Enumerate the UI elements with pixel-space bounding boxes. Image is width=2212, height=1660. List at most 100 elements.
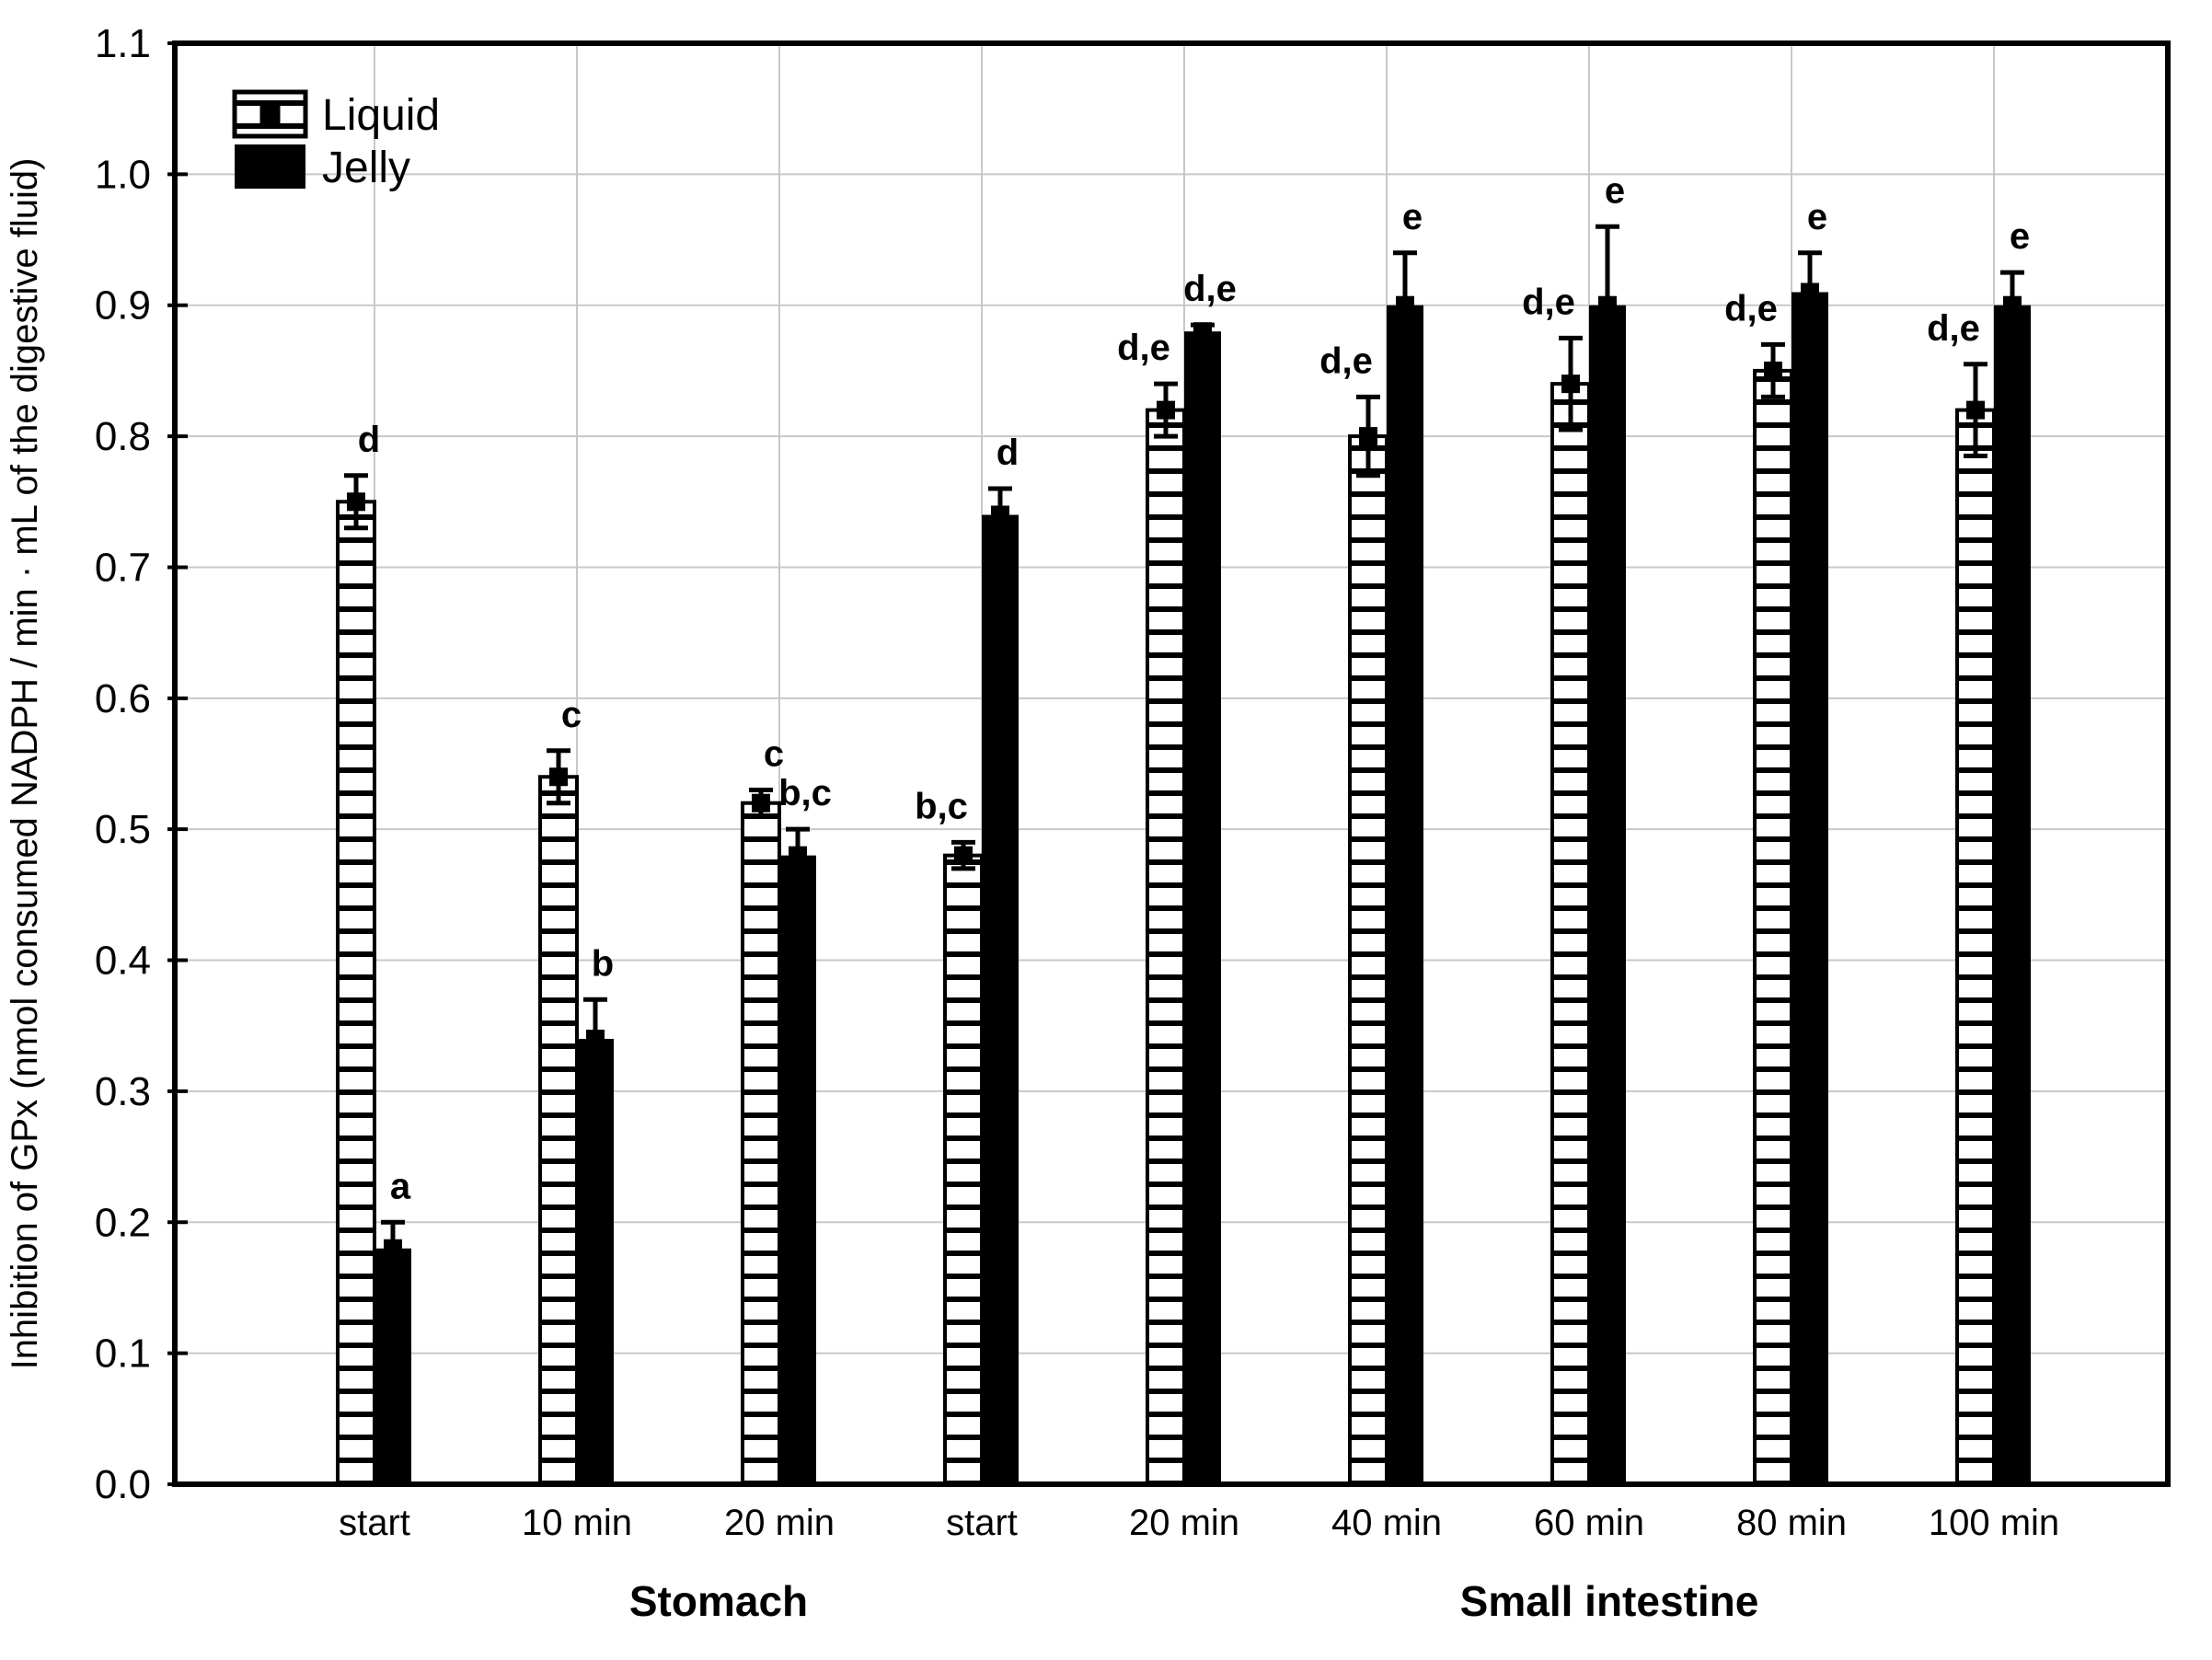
error-bar xyxy=(786,826,810,884)
error-bar xyxy=(1191,322,1215,341)
significance-letter: e xyxy=(2010,216,2030,257)
error-bar xyxy=(1154,381,1178,439)
mean-marker xyxy=(586,1029,605,1048)
significance-letter: d,e xyxy=(1319,340,1373,381)
mean-marker xyxy=(1157,400,1175,420)
error-bar xyxy=(1393,250,1417,361)
y-axis-title: Inhibition of GPx (nmol consumed NADPH /… xyxy=(5,158,45,1370)
y-tick-label: 0.4 xyxy=(95,939,151,984)
error-bar xyxy=(381,1219,405,1277)
y-tick-label: 0.1 xyxy=(95,1331,151,1377)
bar-liquid-2 xyxy=(741,801,781,1486)
y-tick-label: 0.9 xyxy=(95,283,151,329)
bar-jelly-3 xyxy=(982,514,1019,1485)
bar-jelly-4 xyxy=(1184,331,1221,1485)
y-tick-label: 0.5 xyxy=(95,807,151,852)
bar-liquid-6 xyxy=(1550,382,1591,1486)
legend-label-jelly: Jelly xyxy=(322,144,410,192)
error-bar xyxy=(1964,362,1987,458)
x-group-label: Stomach xyxy=(629,1577,808,1625)
x-tick-label: 20 min xyxy=(1129,1503,1239,1543)
bar-liquid-1 xyxy=(538,775,579,1486)
significance-letter: e xyxy=(1807,197,1827,237)
significance-letter: d,e xyxy=(1183,269,1237,309)
significance-letter: c xyxy=(764,733,784,774)
significance-letter: d xyxy=(358,420,380,460)
bar-jelly-8 xyxy=(1994,305,2031,1484)
error-bar xyxy=(583,997,607,1081)
error-bar xyxy=(1356,394,1380,478)
significance-letter: d xyxy=(997,432,1019,473)
error-bar xyxy=(2000,270,2024,340)
significance-letter: b,c xyxy=(915,786,968,826)
bar-liquid-4 xyxy=(1146,408,1186,1487)
mean-marker xyxy=(1396,295,1414,315)
significance-letter: d,e xyxy=(1724,288,1778,329)
y-tick-label: 0.0 xyxy=(95,1462,151,1507)
bar-liquid-8 xyxy=(1955,408,1996,1487)
bar-jelly-7 xyxy=(1791,292,1828,1484)
mean-marker xyxy=(1359,427,1377,446)
error-bar xyxy=(749,787,773,819)
y-tick-label: 0.8 xyxy=(95,414,151,459)
error-bar xyxy=(951,839,975,871)
legend-marker xyxy=(259,104,281,124)
x-tick-label: 60 min xyxy=(1534,1503,1644,1543)
y-tick-label: 0.7 xyxy=(95,545,151,590)
mean-marker xyxy=(752,793,770,813)
mean-marker xyxy=(991,505,1009,525)
significance-letter: d,e xyxy=(1117,328,1170,368)
significance-letter: b xyxy=(592,943,614,984)
bar-liquid-5 xyxy=(1348,434,1388,1486)
y-tick-label: 0.2 xyxy=(95,1200,151,1245)
significance-letter: b,c xyxy=(778,773,832,813)
bar-liquid-7 xyxy=(1753,368,1793,1487)
bar-jelly-2 xyxy=(779,855,816,1484)
mean-marker xyxy=(549,767,568,787)
bar-jelly-1 xyxy=(577,1038,614,1484)
error-bar xyxy=(1798,250,1822,334)
legend-label-liquid: Liquid xyxy=(322,91,440,140)
error-bar xyxy=(988,486,1012,544)
y-tick-label: 1.0 xyxy=(95,152,151,197)
x-tick-label: 10 min xyxy=(522,1503,632,1543)
error-bar xyxy=(344,473,368,531)
x-axis: start 10 min 20 min start 20 min 40 min 60 min… xyxy=(339,1503,2059,1625)
x-group-label: Small intestine xyxy=(1460,1577,1759,1625)
mean-marker xyxy=(1801,282,1819,302)
series-jelly: a b b,c d d,e e e e e xyxy=(374,170,2031,1485)
bar-liquid-3 xyxy=(943,853,984,1486)
mean-marker xyxy=(1966,400,1985,420)
mean-marker xyxy=(1193,322,1212,341)
x-tick-label: 40 min xyxy=(1331,1503,1442,1543)
error-bar xyxy=(547,748,570,806)
bar-jelly-6 xyxy=(1589,305,1626,1484)
mean-marker xyxy=(384,1239,402,1258)
error-bar xyxy=(1761,341,1785,399)
significance-letter: e xyxy=(1605,170,1625,211)
significance-letter: d,e xyxy=(1522,282,1575,322)
significance-letter: d,e xyxy=(1927,308,1980,349)
mean-marker xyxy=(1561,375,1580,394)
x-tick-label: 20 min xyxy=(724,1503,835,1543)
mean-marker xyxy=(954,846,973,865)
error-bar xyxy=(1596,224,1619,386)
mean-marker xyxy=(347,492,365,512)
mean-marker xyxy=(1764,361,1782,380)
y-tick-label: 1.1 xyxy=(95,21,151,66)
error-bar xyxy=(1559,335,1583,432)
bar-jelly-5 xyxy=(1387,305,1423,1484)
bar-jelly-0 xyxy=(374,1248,411,1484)
bar-liquid-0 xyxy=(336,500,376,1486)
x-tick-label: 100 min xyxy=(1929,1503,2059,1543)
legend-swatch-liquid xyxy=(232,89,308,139)
legend-swatch-jelly xyxy=(235,144,305,189)
y-tick-label: 0.6 xyxy=(95,676,151,721)
x-tick-label: 80 min xyxy=(1736,1503,1847,1543)
plot-frame xyxy=(172,40,2171,1487)
mean-marker xyxy=(1598,295,1617,315)
mean-marker xyxy=(789,846,807,865)
